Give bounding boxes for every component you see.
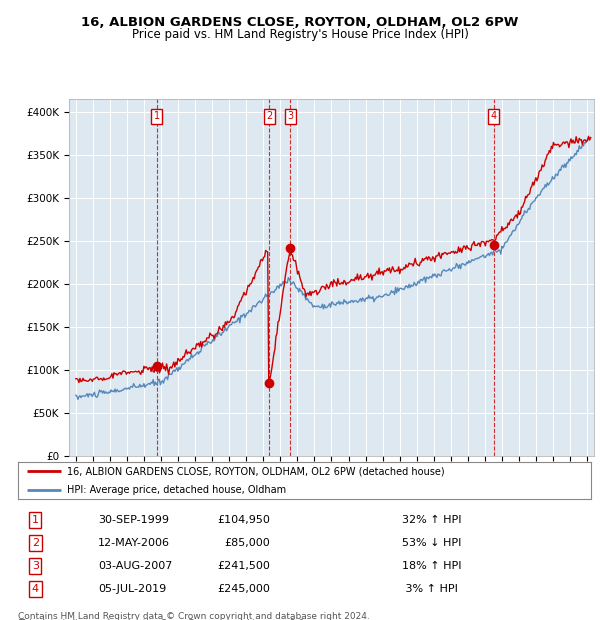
Text: HPI: Average price, detached house, Oldham: HPI: Average price, detached house, Oldh… (67, 485, 286, 495)
Text: 16, ALBION GARDENS CLOSE, ROYTON, OLDHAM, OL2 6PW (detached house): 16, ALBION GARDENS CLOSE, ROYTON, OLDHAM… (67, 466, 445, 476)
Text: 1: 1 (32, 515, 38, 525)
Text: This data is licensed under the Open Government Licence v3.0.: This data is licensed under the Open Gov… (18, 619, 307, 620)
Text: 12-MAY-2006: 12-MAY-2006 (98, 538, 170, 548)
Text: 03-AUG-2007: 03-AUG-2007 (98, 561, 173, 571)
Text: 3: 3 (287, 112, 293, 122)
Text: £104,950: £104,950 (217, 515, 270, 525)
Text: 18% ↑ HPI: 18% ↑ HPI (402, 561, 461, 571)
Text: Price paid vs. HM Land Registry's House Price Index (HPI): Price paid vs. HM Land Registry's House … (131, 28, 469, 41)
Text: 05-JUL-2019: 05-JUL-2019 (98, 584, 166, 594)
Text: 4: 4 (491, 112, 497, 122)
Text: 3% ↑ HPI: 3% ↑ HPI (402, 584, 458, 594)
Text: 30-SEP-1999: 30-SEP-1999 (98, 515, 169, 525)
Text: 32% ↑ HPI: 32% ↑ HPI (402, 515, 461, 525)
Text: 16, ALBION GARDENS CLOSE, ROYTON, OLDHAM, OL2 6PW: 16, ALBION GARDENS CLOSE, ROYTON, OLDHAM… (82, 16, 518, 29)
Text: 2: 2 (32, 538, 39, 548)
Text: 3: 3 (32, 561, 38, 571)
Text: Contains HM Land Registry data © Crown copyright and database right 2024.: Contains HM Land Registry data © Crown c… (18, 612, 370, 620)
Text: £245,000: £245,000 (217, 584, 270, 594)
Text: 2: 2 (266, 112, 272, 122)
Text: 53% ↓ HPI: 53% ↓ HPI (402, 538, 461, 548)
Text: 4: 4 (32, 584, 39, 594)
Text: £241,500: £241,500 (217, 561, 270, 571)
Text: 1: 1 (154, 112, 160, 122)
Text: £85,000: £85,000 (224, 538, 270, 548)
